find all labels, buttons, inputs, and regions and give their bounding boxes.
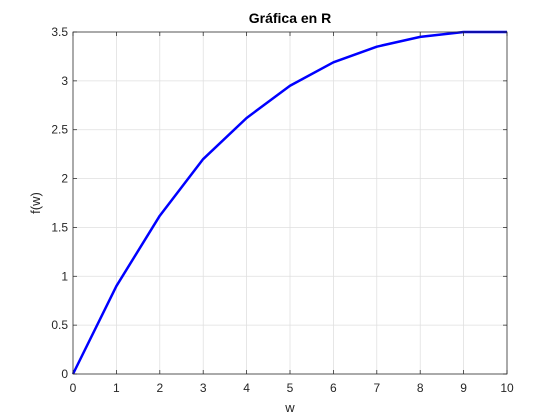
y-tick-label: 0 bbox=[61, 367, 68, 381]
y-tick-label: 1.5 bbox=[51, 220, 68, 234]
x-tick-label: 5 bbox=[287, 381, 294, 395]
x-tick-label: 7 bbox=[373, 381, 380, 395]
series-group bbox=[71, 30, 507, 375]
chart-title: Gráfica en R bbox=[249, 10, 331, 26]
y-tick-label: 2.5 bbox=[51, 123, 68, 137]
y-tick-label: 1 bbox=[61, 269, 68, 283]
x-tick-label: 0 bbox=[70, 381, 77, 395]
x-tick-label: 6 bbox=[330, 381, 337, 395]
x-tick-label: 8 bbox=[417, 381, 424, 395]
y-tick-label: 2 bbox=[61, 172, 68, 186]
x-tick-label: 4 bbox=[243, 381, 250, 395]
series-line bbox=[71, 30, 507, 375]
x-tick-label: 3 bbox=[200, 381, 207, 395]
x-tick-label: 9 bbox=[460, 381, 467, 395]
y-axis-label: f(w) bbox=[28, 192, 43, 214]
tick-labels: 0 1 2 3 4 5 6 7 8 9 10 0 0.5 1 1.5 2 2.5 3 3.5 bbox=[51, 25, 514, 395]
x-tick-label: 1 bbox=[113, 381, 120, 395]
y-tick-label: 0.5 bbox=[51, 318, 68, 332]
y-tick-label: 3.5 bbox=[51, 25, 68, 39]
x-axis-label: w bbox=[284, 400, 295, 415]
x-tick-label: 10 bbox=[500, 381, 514, 395]
x-tick-label: 2 bbox=[156, 381, 163, 395]
y-tick-label: 3 bbox=[61, 74, 68, 88]
ticks bbox=[72, 31, 508, 375]
